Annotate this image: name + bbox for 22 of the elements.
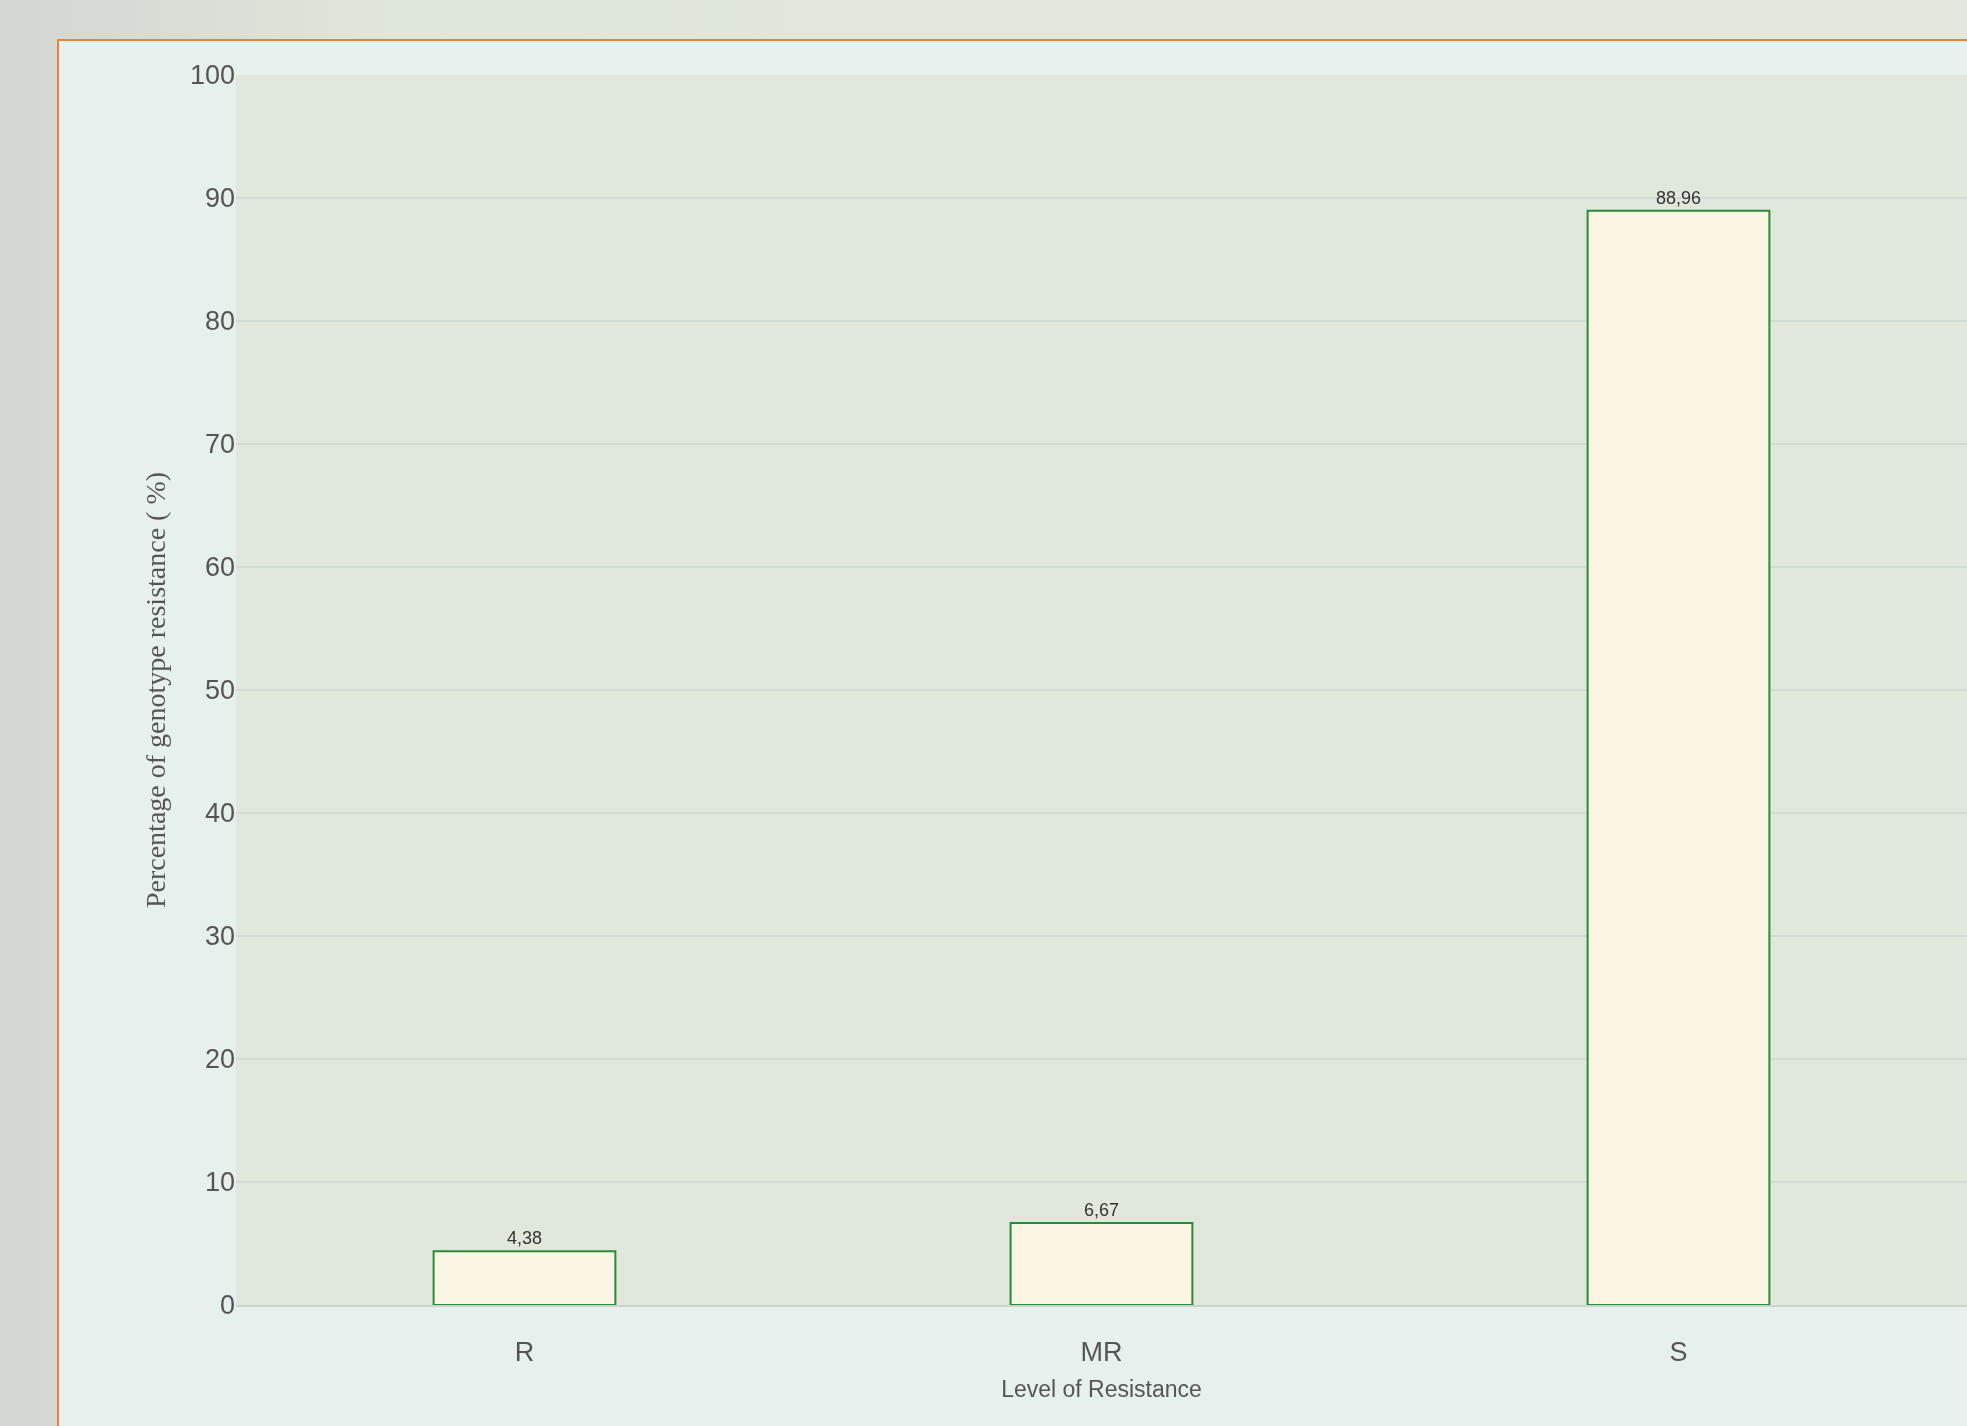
x-tick-label: R xyxy=(514,1337,535,1368)
data-label: 88,96 xyxy=(1655,187,1702,208)
bar xyxy=(1586,209,1771,1305)
bar xyxy=(1009,1221,1194,1305)
y-tick-label: 50 xyxy=(204,675,235,706)
y-tick-label: 70 xyxy=(204,429,235,460)
y-tick-label: 0 xyxy=(219,1290,235,1321)
y-tick-label: 10 xyxy=(204,1167,235,1198)
y-tick-label: 60 xyxy=(204,552,235,583)
y-tick-label: 20 xyxy=(204,1044,235,1075)
data-label: 6,67 xyxy=(1083,1199,1120,1220)
data-label: 4,38 xyxy=(506,1228,543,1249)
bar xyxy=(432,1250,617,1305)
y-tick-label: 40 xyxy=(204,798,235,829)
y-tick-label: 30 xyxy=(204,921,235,952)
y-tick-label: 80 xyxy=(204,306,235,337)
x-tick-label: MR xyxy=(1080,1337,1123,1368)
x-tick-label: S xyxy=(1669,1337,1688,1368)
y-tick-label: 100 xyxy=(189,60,235,91)
y-tick-label: 90 xyxy=(204,183,235,214)
y-axis-title: Percentage of genotype resistance ( %) xyxy=(139,471,171,909)
x-axis-title: Level of Resistance xyxy=(1001,1375,1202,1402)
